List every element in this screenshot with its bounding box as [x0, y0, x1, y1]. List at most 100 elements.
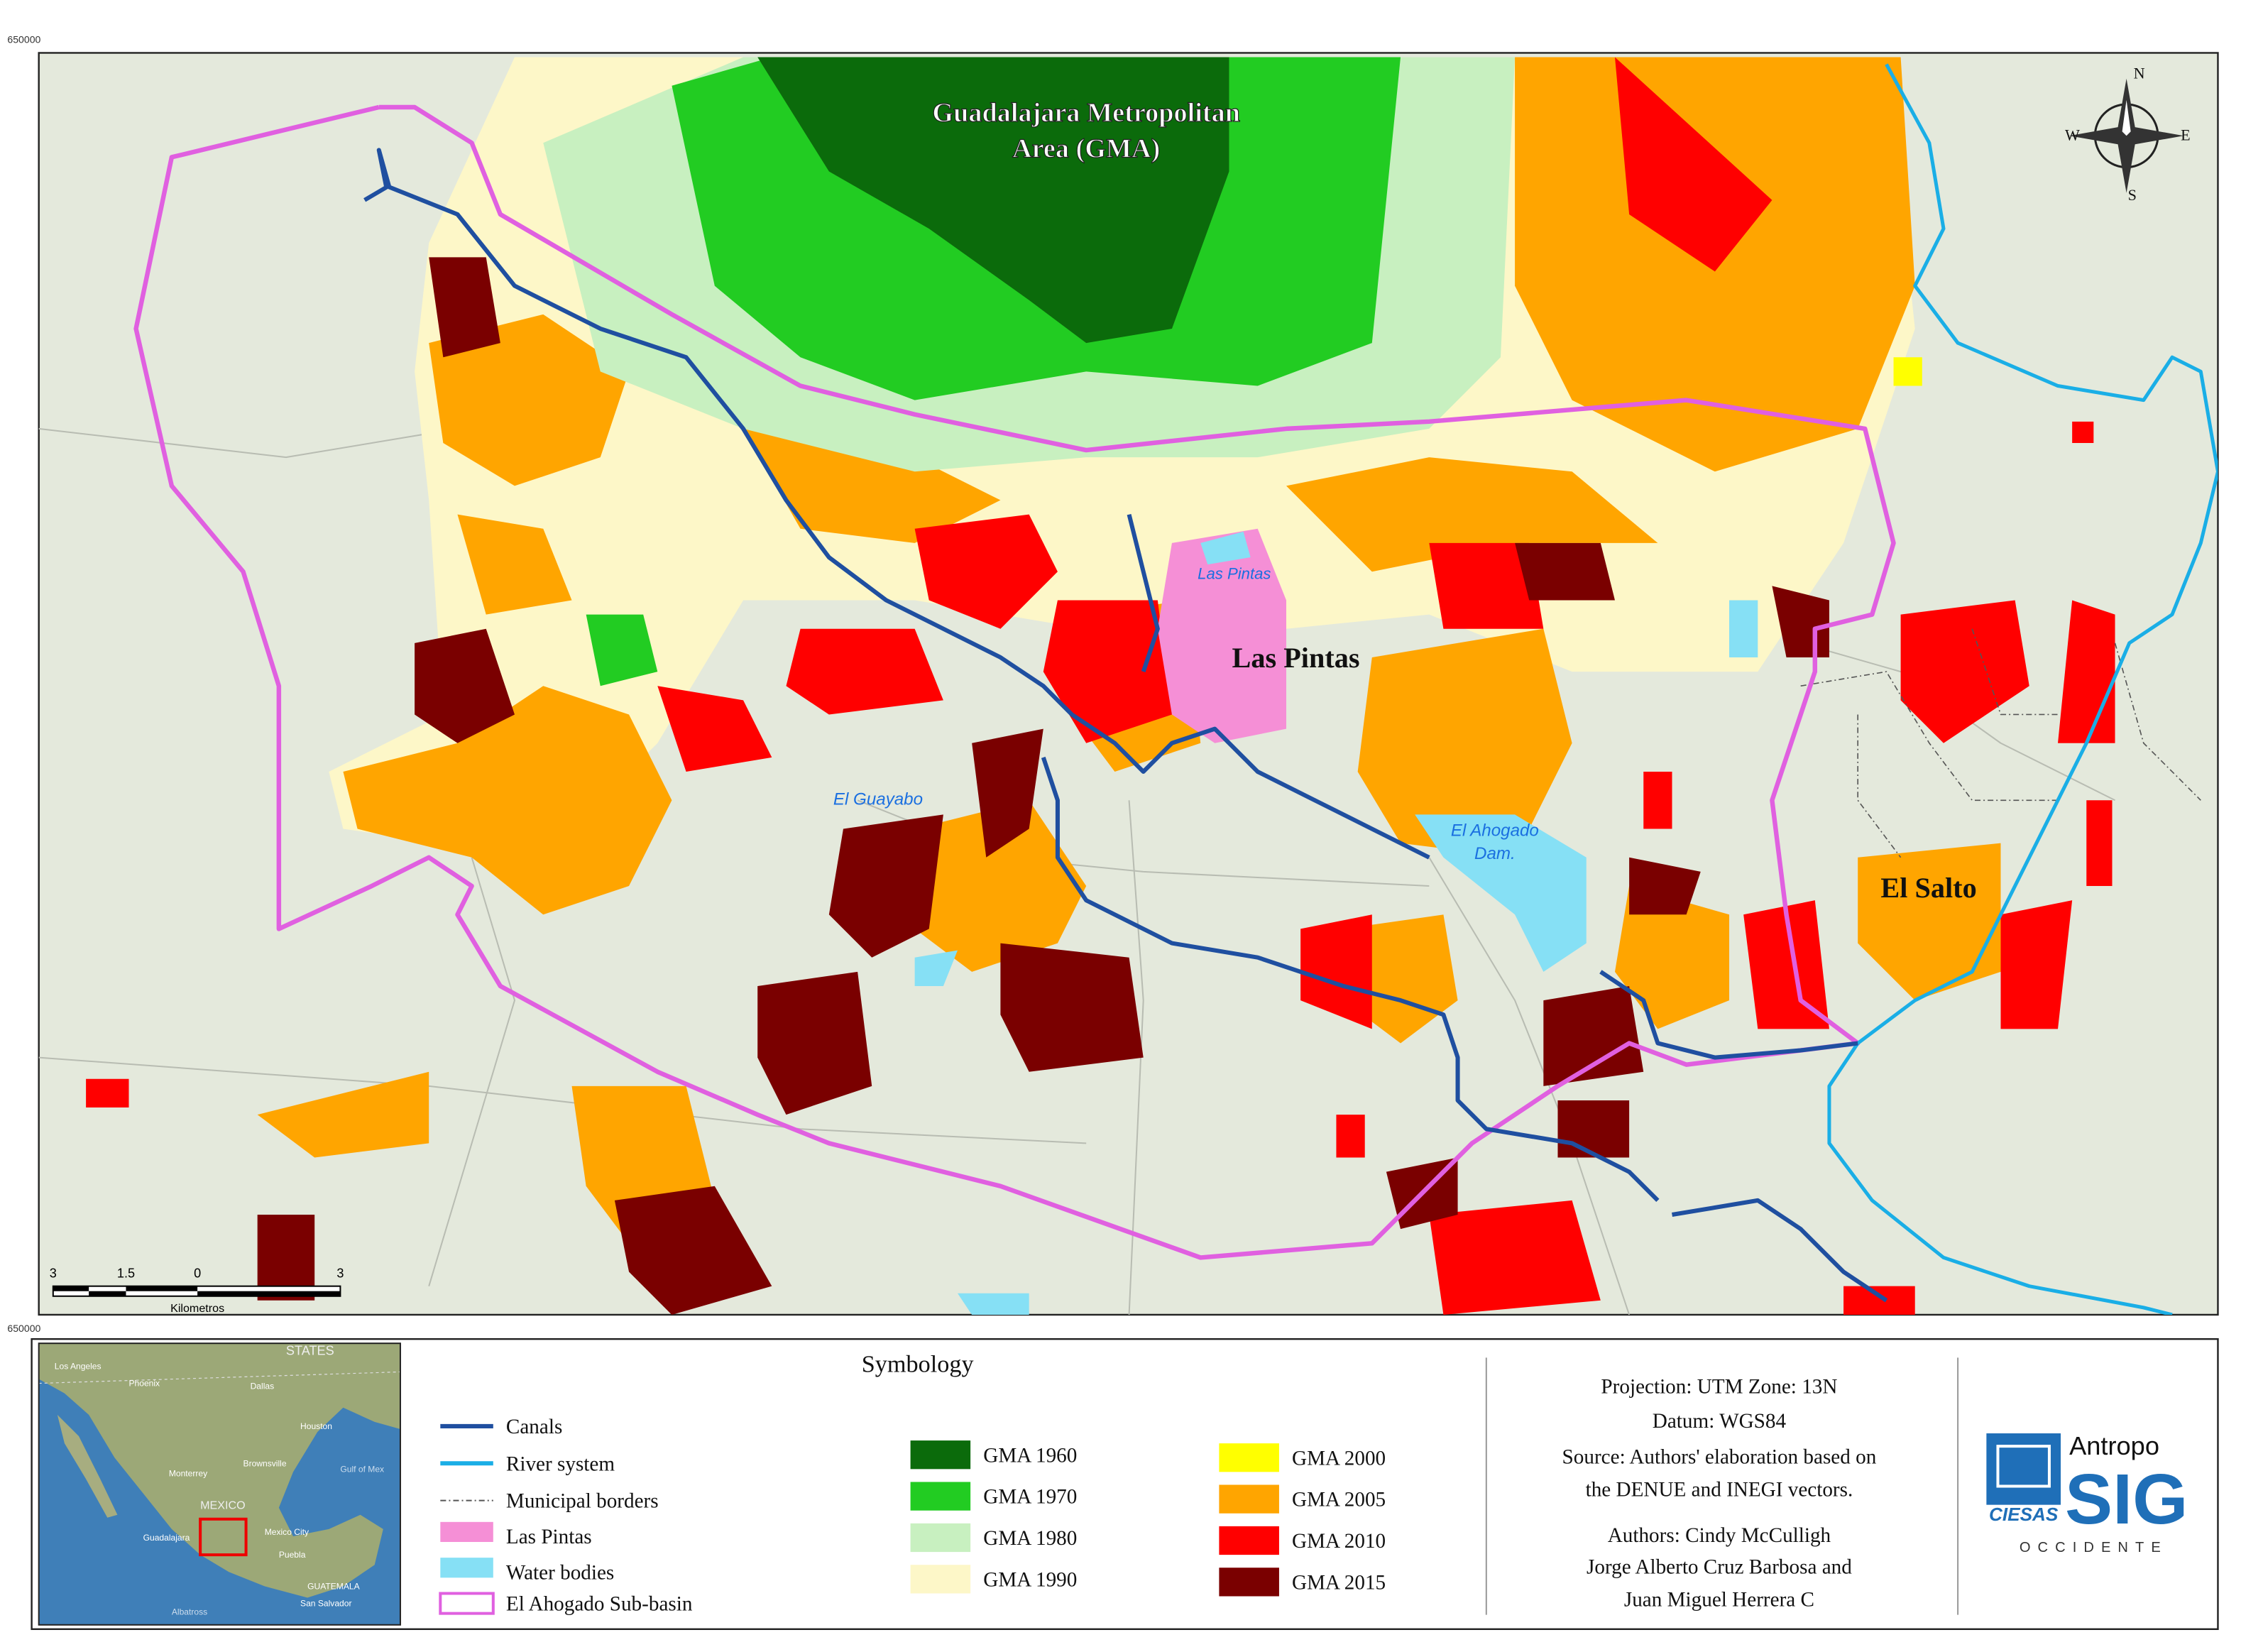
inset-label: San Salvador [300, 1599, 351, 1609]
scale-segment [89, 1291, 126, 1296]
urban-2015 [1557, 1100, 1630, 1158]
urban-2005 [1858, 843, 2001, 1001]
urban-2010 [2086, 800, 2113, 887]
scale-segment [197, 1291, 341, 1296]
urban-2010 [86, 1078, 129, 1108]
place-label: Las Pintas [1232, 642, 1360, 674]
inset-label: Phoenix [128, 1379, 160, 1389]
legend-label: GMA 2000 [1292, 1447, 1386, 1470]
urban-2015 [429, 257, 500, 358]
road [1128, 800, 1144, 1315]
municipal-border [1971, 628, 2059, 716]
water-body [958, 1293, 1029, 1315]
canal [1041, 756, 1660, 1203]
scale-segment [53, 1286, 89, 1291]
urban-2010 [1614, 57, 1772, 272]
legend-label: GMA 2015 [1292, 1571, 1386, 1594]
urban-2010 [1643, 772, 1672, 829]
inset-label: Dallas [251, 1382, 275, 1391]
urban-2015 [972, 728, 1043, 858]
urban-2015 [828, 814, 943, 958]
urban-2010 [1843, 1286, 1915, 1315]
urban-2010 [2072, 421, 2094, 444]
place-label: El Guayabo [833, 789, 923, 809]
urban-2010 [914, 514, 1058, 629]
legend-symbol [440, 1558, 493, 1578]
coordinate-label: 650000 [7, 1323, 40, 1334]
inset-label: Guadalajara [143, 1533, 190, 1543]
river [1827, 63, 2218, 1315]
legend-label: El Ahogado Sub-basin [506, 1593, 693, 1616]
map-title: Area (GMA) [1012, 133, 1160, 163]
urban-2005 [1357, 628, 1572, 858]
urban-2010 [2000, 900, 2073, 1029]
urban-2010 [1043, 600, 1172, 743]
legend-label: GMA 1970 [983, 1486, 1077, 1509]
municipal-border [2114, 642, 2201, 801]
canal [1599, 970, 1858, 1060]
inset-label: MEXICO [200, 1499, 246, 1512]
legend-symbol [910, 1482, 971, 1511]
urban-2015 [1000, 943, 1144, 1072]
urban-2010 [1429, 1200, 1601, 1315]
compass-label: N [2134, 65, 2145, 82]
legend-symbol [440, 1521, 493, 1543]
legend-label: River system [506, 1453, 615, 1475]
scale-label: 1.5 [117, 1267, 135, 1281]
las-pintas [1157, 528, 1287, 743]
legend-label: GMA 2005 [1292, 1489, 1386, 1511]
inset-label: Houston [300, 1421, 332, 1431]
urban-2010 [786, 628, 943, 715]
urban-2005 [429, 314, 630, 486]
inset-label: Mexico City [265, 1527, 309, 1537]
scale-unit: Kilometros [170, 1302, 224, 1315]
urban-1960 [757, 57, 1229, 344]
urban-2005 [457, 514, 572, 615]
map-title: Guadalajara Metropolitan [932, 98, 1240, 128]
urban-2010 [657, 686, 772, 772]
urban-2015 [415, 628, 515, 743]
water-body [1729, 600, 1758, 657]
urban-2005 [257, 1071, 429, 1158]
info-line: Datum: WGS84 [1653, 1410, 1787, 1433]
inset-label: STATES [286, 1343, 334, 1357]
scale-segment [126, 1286, 198, 1291]
legend-symbol [910, 1565, 971, 1594]
info-line: Juan Miguel Herrera C [1624, 1589, 1814, 1612]
map-features [38, 57, 2218, 1315]
legend-symbol [910, 1440, 971, 1470]
urban-2015 [614, 1186, 772, 1315]
inset-label: Los Angeles [55, 1361, 102, 1371]
legend-symbol [1219, 1526, 1279, 1555]
logo-text: SIG [2065, 1460, 2188, 1539]
scale-bar: 3 1.5 0 3 Kilometros [50, 1267, 344, 1315]
urban-2010 [1429, 542, 1544, 629]
compass-star [2122, 99, 2131, 136]
info-line: Projection: UTM Zone: 13N [1601, 1376, 1837, 1399]
legend-label: Las Pintas [506, 1526, 592, 1548]
urban-2015 [1515, 542, 1615, 601]
urban-2005 [1614, 886, 1730, 1029]
logo-text: Antropo [2069, 1431, 2159, 1460]
legend-title: Symbology [862, 1351, 974, 1377]
map-labels: 650000 650000 Guadalajara Metropolitan A… [7, 33, 1976, 1334]
urban-2005 [914, 800, 1087, 972]
info-line: Source: Authors' elaboration based on [1562, 1445, 1877, 1468]
legend-label: Canals [506, 1416, 562, 1438]
scale-label: 3 [336, 1267, 344, 1281]
inset-label: Brownsville [243, 1458, 287, 1468]
logo-text: CIESAS [1989, 1504, 2059, 1525]
inset-label: GUATEMALA [307, 1581, 360, 1591]
info-line: the DENUE and INEGI vectors. [1586, 1479, 1853, 1501]
legend-label: GMA 1980 [983, 1527, 1077, 1550]
water-body [914, 950, 958, 986]
legend-label: Water bodies [506, 1561, 614, 1584]
urban-2015 [757, 971, 872, 1115]
legend-symbol [1219, 1443, 1279, 1472]
legend-label: GMA 2010 [1292, 1530, 1386, 1553]
legend-label: GMA 1960 [983, 1444, 1077, 1467]
urban-2010 [1336, 1115, 1365, 1158]
compass-label: E [2181, 126, 2191, 143]
